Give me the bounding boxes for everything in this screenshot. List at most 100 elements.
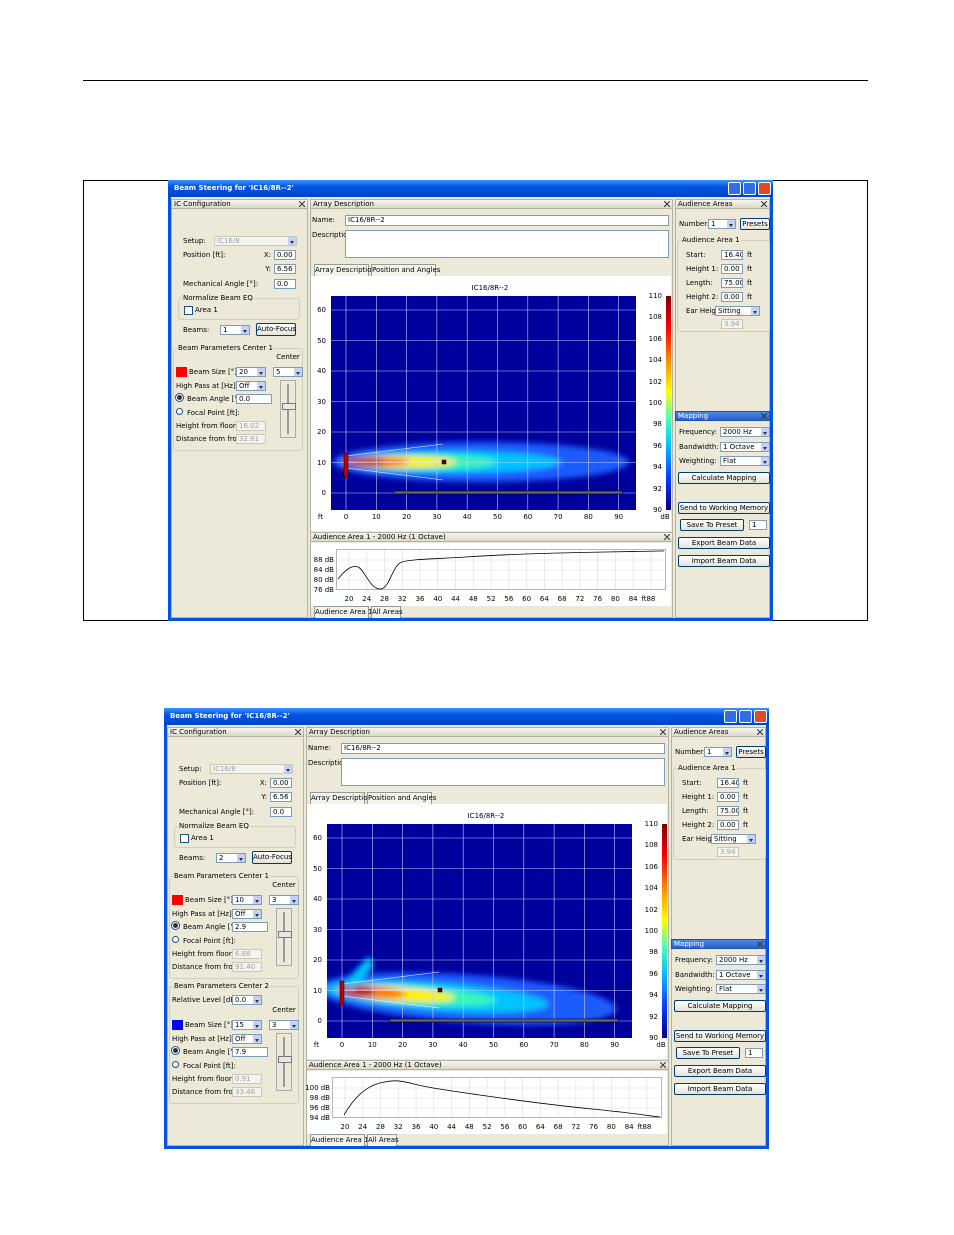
label: Start: — [682, 779, 702, 787]
beams-select[interactable]: 1 — [220, 325, 250, 335]
radio[interactable] — [177, 409, 182, 414]
value-input[interactable]: 0.00 — [717, 792, 739, 802]
beams-select[interactable]: 2 — [216, 853, 246, 863]
slider-thumb[interactable] — [278, 931, 292, 938]
checkbox[interactable] — [184, 306, 193, 315]
auto-focus-button[interactable]: Auto-Focus — [252, 851, 292, 864]
relative-level-select[interactable]: 0.0 — [232, 995, 262, 1005]
save-preset-button[interactable]: Save To Preset — [680, 519, 744, 531]
window-button[interactable] — [758, 182, 771, 195]
x-input[interactable]: 0.00 — [274, 250, 296, 260]
tab[interactable]: Audience Area 1 — [314, 606, 373, 618]
presets-button[interactable]: Presets — [740, 218, 770, 230]
y-input[interactable]: 6.56 — [270, 792, 292, 802]
checkbox[interactable] — [180, 834, 189, 843]
value-input[interactable]: 16.40 — [721, 250, 743, 260]
preset-spinner[interactable]: 1 — [745, 1048, 763, 1058]
mech-angle-input[interactable]: 0.0 — [274, 279, 296, 289]
description-input[interactable] — [345, 230, 669, 258]
y-input[interactable]: 6.56 — [274, 264, 296, 274]
slider-thumb[interactable] — [278, 1056, 292, 1063]
mapping-select[interactable]: 2000 Hz — [716, 955, 766, 965]
mapping-select[interactable]: Flat — [716, 984, 766, 994]
window-button[interactable] — [739, 710, 752, 723]
x-unit-label: ft — [641, 595, 647, 603]
plot-frame — [332, 1077, 662, 1118]
mapping-select[interactable]: 1 Octave — [720, 441, 770, 452]
save-preset-button[interactable]: Save To Preset — [676, 1047, 740, 1059]
presets-button[interactable]: Presets — [736, 746, 766, 758]
description-input[interactable] — [341, 758, 665, 786]
x-input[interactable]: 0.00 — [270, 778, 292, 788]
name-input[interactable]: IC16/8R--2 — [345, 215, 669, 226]
x-tick-label: 30 — [432, 513, 442, 521]
tab[interactable]: All Areas — [371, 606, 403, 618]
export-button[interactable]: Export Beam Data — [674, 1065, 766, 1077]
x-tick-label: 60 — [522, 595, 532, 603]
preset-spinner[interactable]: 1 — [749, 520, 767, 530]
x-tick-label: 44 — [451, 595, 461, 603]
label: Beam Size [°]: — [185, 1021, 236, 1029]
close-cross — [761, 201, 767, 207]
value-input[interactable]: 75.00 — [721, 278, 743, 288]
beam-angle-input[interactable]: 2.9 — [232, 922, 268, 932]
window-button[interactable] — [743, 182, 756, 195]
value-input[interactable]: 0.00 — [717, 820, 739, 830]
beam-size-select[interactable]: 20 — [236, 367, 266, 377]
window-button[interactable] — [728, 182, 741, 195]
window-button[interactable] — [724, 710, 737, 723]
beam-size-select[interactable]: 15 — [232, 1020, 262, 1030]
number-select[interactable]: 1 — [708, 219, 736, 229]
y-tick-label: 84 dB — [313, 566, 334, 574]
value-input[interactable]: 75.00 — [717, 806, 739, 816]
window-button[interactable] — [754, 710, 767, 723]
high-pass-select[interactable]: Off — [236, 381, 266, 391]
tab[interactable]: Position and Angles — [371, 264, 441, 276]
import-button[interactable]: Import Beam Data — [678, 555, 770, 567]
beam-size-select[interactable]: 10 — [232, 895, 262, 905]
tab[interactable]: All Areas — [367, 1134, 399, 1146]
send-button[interactable]: Send to Working Memory — [678, 502, 770, 514]
calculate-button[interactable]: Calculate Mapping — [678, 472, 770, 484]
mapping-select[interactable]: 2000 Hz — [720, 427, 770, 437]
tab[interactable]: Audience Area 1 — [310, 1134, 369, 1146]
mech-angle-input[interactable]: 0.0 — [270, 807, 292, 817]
radio[interactable] — [173, 1062, 178, 1067]
mapping-select[interactable]: 1 Octave — [716, 969, 766, 980]
x-tick-label: 68 — [557, 595, 567, 603]
tab[interactable]: Array Description — [310, 792, 372, 804]
high-pass-select[interactable]: Off — [232, 1034, 262, 1044]
label: Position [ft]: — [179, 779, 222, 787]
name-input[interactable]: IC16/8R--2 — [341, 743, 665, 754]
label: Position [ft]: — [183, 251, 226, 259]
value-input[interactable]: 0.00 — [721, 292, 743, 302]
mapping-select[interactable]: Flat — [720, 456, 770, 466]
beam-angle-input[interactable]: 0.0 — [236, 394, 272, 404]
high-pass-select[interactable]: Off — [232, 909, 262, 919]
send-button[interactable]: Send to Working Memory — [674, 1030, 766, 1042]
beam-angle-input[interactable]: 7.9 — [232, 1047, 268, 1057]
center-select[interactable]: 3 — [269, 1020, 299, 1030]
beam-spread — [342, 955, 374, 990]
number-select[interactable]: 1 — [704, 747, 732, 757]
radio[interactable] — [173, 937, 178, 942]
tab[interactable]: Position and Angles — [367, 792, 437, 804]
x-tick-label: 80 — [583, 513, 593, 521]
group-title: Audience Area 1 — [681, 235, 741, 245]
calculate-button[interactable]: Calculate Mapping — [674, 1000, 766, 1012]
tab[interactable]: Array Description — [314, 264, 376, 276]
value-input[interactable]: 0.00 — [721, 264, 743, 274]
value-input[interactable]: 16.40 — [717, 778, 739, 788]
ear-height-select[interactable]: Sitting — [711, 834, 756, 844]
ear-height-select[interactable]: Sitting — [715, 306, 760, 316]
import-button[interactable]: Import Beam Data — [674, 1083, 766, 1095]
center-select[interactable]: 5 — [273, 367, 303, 377]
radio[interactable] — [173, 923, 178, 928]
auto-focus-button[interactable]: Auto-Focus — [256, 323, 296, 336]
export-button[interactable]: Export Beam Data — [678, 537, 770, 549]
radio[interactable] — [177, 395, 182, 400]
slider-thumb[interactable] — [282, 403, 296, 410]
close-icon — [660, 729, 666, 735]
center-select[interactable]: 3 — [269, 895, 299, 905]
radio[interactable] — [173, 1048, 178, 1053]
